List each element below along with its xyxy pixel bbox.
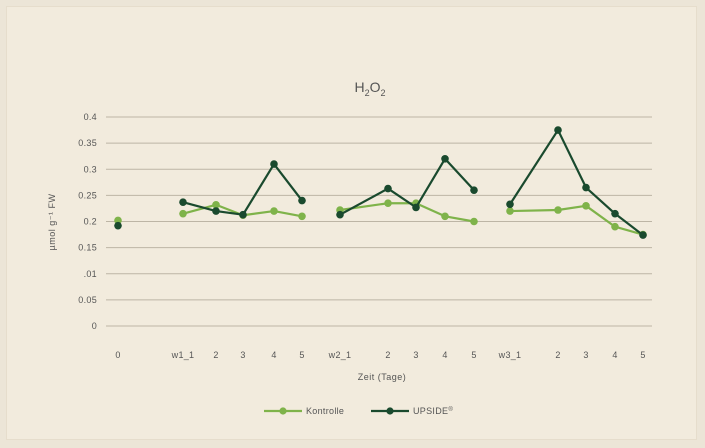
data-point [470,217,478,226]
y-tick-label: 0.35 [78,138,97,148]
chart-title: H2O2 [354,79,385,98]
data-point [582,183,590,192]
y-axis-title: µmol g⁻¹ FW [47,194,57,251]
x-tick-label: 3 [413,350,418,360]
data-point [470,186,478,194]
x-tick-label: 0 [115,350,120,360]
series-line [339,202,475,223]
series-group [114,126,647,239]
y-tick-label: 0.05 [78,295,97,305]
data-point [270,160,278,168]
x-tick-label: w1_1 [171,350,195,360]
x-tick-label: 5 [299,350,304,360]
data-point [611,222,619,231]
legend-upside-label: UPSIDE® [413,406,453,416]
x-tick-label: 2 [385,350,390,360]
data-point [441,212,449,221]
y-tick-label: 0 [92,321,97,331]
data-point [336,210,344,219]
x-tick-label: 2 [213,350,218,360]
legend-upside-marker [386,407,394,415]
series-kontrolle [114,199,647,239]
x-tick-labels: 0 w1_1 2 3 4 5 w2_1 2 3 4 5 w3_1 2 3 4 5 [115,350,645,360]
data-point [582,202,590,210]
gridlines [106,116,652,327]
x-tick-label: w2_1 [328,350,352,360]
legend-kontrolle-marker [279,407,287,415]
data-point [114,221,122,230]
y-tick-label: 0.25 [78,190,97,200]
y-tick-label: 0.4 [84,112,97,122]
data-point [639,231,647,239]
series-line [509,128,644,236]
y-tick-label: .01 [84,269,97,279]
data-point [212,207,220,215]
data-point [506,207,514,215]
data-point [114,216,122,225]
data-point [506,200,514,209]
series-line [182,162,303,216]
x-tick-label: 5 [471,350,476,360]
y-tick-label: 0.3 [84,164,97,174]
x-tick-label: 2 [555,350,560,360]
x-tick-label: 5 [640,350,645,360]
y-tick-label: 0.2 [84,217,97,227]
data-point [270,207,278,215]
data-point [384,199,392,208]
data-point [298,196,306,205]
data-point [179,198,187,206]
legend: Kontrolle UPSIDE® [264,406,453,416]
data-point [554,206,562,214]
y-tick-label: 0.15 [78,243,97,253]
data-point [298,212,306,221]
chart-panel [6,6,697,440]
x-tick-label: 4 [612,350,617,360]
data-point [239,210,247,219]
series-upside [114,126,647,239]
x-tick-label: 4 [442,350,447,360]
legend-kontrolle-label: Kontrolle [306,406,344,416]
x-axis-title: Zeit (Tage) [358,372,407,382]
data-point [412,203,420,212]
data-point [179,209,187,218]
x-tick-label: 3 [583,350,588,360]
data-point [441,155,449,163]
data-point [212,200,220,209]
data-point [384,184,392,193]
y-tick-labels: 0 0.05 .01 0.15 0.2 0.25 0.3 0.35 0.4 [78,112,97,331]
x-tick-label: w3_1 [498,350,522,360]
data-point [611,209,619,218]
data-point [554,126,562,134]
x-tick-label: 3 [240,350,245,360]
x-tick-label: 4 [271,350,276,360]
